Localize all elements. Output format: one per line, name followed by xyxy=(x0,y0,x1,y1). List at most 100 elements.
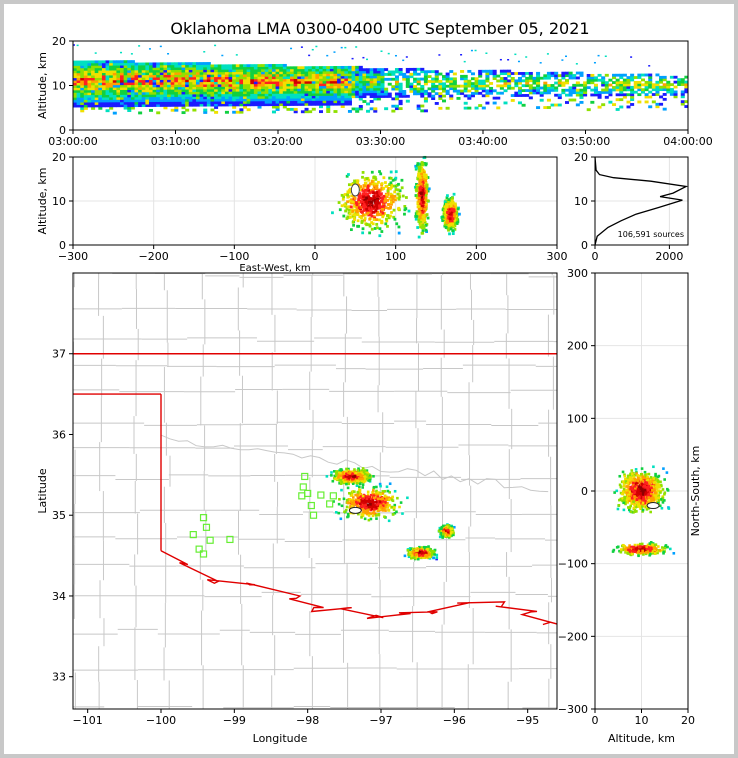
ew-bin xyxy=(380,196,384,200)
time-height-bin xyxy=(308,80,313,84)
time-height-bin xyxy=(167,101,172,105)
time-height-bin xyxy=(474,79,479,83)
time-height-bin xyxy=(669,88,674,91)
ew-bin xyxy=(361,171,365,174)
time-height-bin xyxy=(148,64,153,68)
ew-bin xyxy=(392,215,396,219)
time-height-bin xyxy=(243,86,248,90)
time-height-bin xyxy=(434,92,439,96)
time-height-bin xyxy=(290,90,295,94)
time-height-bin xyxy=(358,65,363,69)
time-height-bin xyxy=(141,84,146,88)
time-height-bin xyxy=(76,102,81,106)
time-height-bin xyxy=(373,85,378,89)
time-height-bin xyxy=(243,74,248,77)
time-height-bin xyxy=(561,76,566,80)
ew-bin xyxy=(364,205,368,209)
time-height-bin xyxy=(224,71,229,75)
time-height-bin xyxy=(271,105,276,109)
ew-bin xyxy=(356,213,360,217)
time-height-bin xyxy=(163,91,168,95)
time-height-bin xyxy=(463,60,466,63)
time-height-bin xyxy=(485,101,490,105)
time-height-bin xyxy=(394,92,399,96)
time-height-bin xyxy=(105,89,110,93)
time-height-bin xyxy=(101,84,106,88)
time-height-bin xyxy=(253,88,258,92)
storm-bin xyxy=(355,472,359,475)
ew-bin xyxy=(345,207,349,211)
time-height-bin xyxy=(275,105,280,109)
time-height-bin xyxy=(91,87,96,91)
ew-bin xyxy=(363,178,367,182)
storm-bin xyxy=(392,508,396,511)
time-height-bin xyxy=(290,68,295,72)
time-height-bin xyxy=(528,79,533,83)
time-height-bin xyxy=(319,93,324,96)
time-height-bin xyxy=(304,93,309,97)
time-height-bin xyxy=(572,76,577,80)
time-height-bin xyxy=(304,95,309,99)
time-height-bin xyxy=(203,79,208,83)
storm-bin xyxy=(382,496,386,500)
time-height-bin xyxy=(279,103,284,106)
time-height-bin xyxy=(188,98,193,102)
time-height-bin xyxy=(333,73,338,77)
time-height-bin xyxy=(130,79,135,83)
storm-bin xyxy=(367,514,371,517)
time-height-bin xyxy=(315,90,320,94)
time-height-bin xyxy=(282,105,287,109)
time-height-bin xyxy=(319,73,324,77)
ew-bin xyxy=(455,217,459,221)
time-height-bin xyxy=(257,98,262,102)
time-height-bin xyxy=(394,80,399,84)
ew-bin xyxy=(420,161,424,164)
time-height-bin xyxy=(467,84,472,88)
time-height-bin xyxy=(127,99,132,103)
ew-bin xyxy=(337,201,341,204)
storm-bin xyxy=(378,482,382,486)
time-height-bin xyxy=(463,101,468,105)
time-height-bin xyxy=(98,62,103,66)
ew-bin xyxy=(360,215,363,218)
ew-bin xyxy=(423,218,427,221)
time-height-bin xyxy=(80,80,85,83)
ew-bin xyxy=(351,214,355,218)
time-height-bin xyxy=(185,94,190,97)
storm-bin xyxy=(346,486,350,490)
time-height-bin xyxy=(152,79,157,83)
ew-bin xyxy=(393,190,397,194)
ew-bin xyxy=(394,198,397,202)
time-height-bin xyxy=(499,69,504,73)
time-height-bin xyxy=(376,80,381,84)
time-height-bin xyxy=(105,72,110,76)
time-height-bin xyxy=(351,65,356,69)
time-height-bin xyxy=(319,83,324,87)
storm-bin xyxy=(357,480,360,484)
time-height-bin xyxy=(192,86,197,90)
ew-bin xyxy=(369,197,372,201)
time-height-bin xyxy=(196,71,201,75)
storm-bin xyxy=(373,507,376,511)
time-height-bin xyxy=(101,87,106,91)
time-height-bin xyxy=(235,66,240,70)
time-height-bin xyxy=(101,94,106,98)
time-height-bin xyxy=(413,72,418,76)
time-height-bin xyxy=(221,81,226,85)
time-height-bin xyxy=(347,68,352,72)
ew-bin xyxy=(357,197,361,201)
storm-bin xyxy=(348,501,352,505)
time-height-bin xyxy=(130,99,135,103)
time-height-bin xyxy=(94,102,99,105)
time-height-bin xyxy=(507,69,512,73)
time-height-bin xyxy=(268,93,273,97)
time-height-bin xyxy=(271,64,276,67)
time-height-bin xyxy=(224,76,229,80)
storm-bin xyxy=(371,505,375,509)
time-height-bin xyxy=(185,108,190,112)
ew-bin xyxy=(423,195,427,199)
time-height-bin xyxy=(304,71,309,74)
time-height-bin xyxy=(514,81,519,85)
time-height-bin xyxy=(167,67,172,71)
time-height-bin xyxy=(427,70,432,74)
